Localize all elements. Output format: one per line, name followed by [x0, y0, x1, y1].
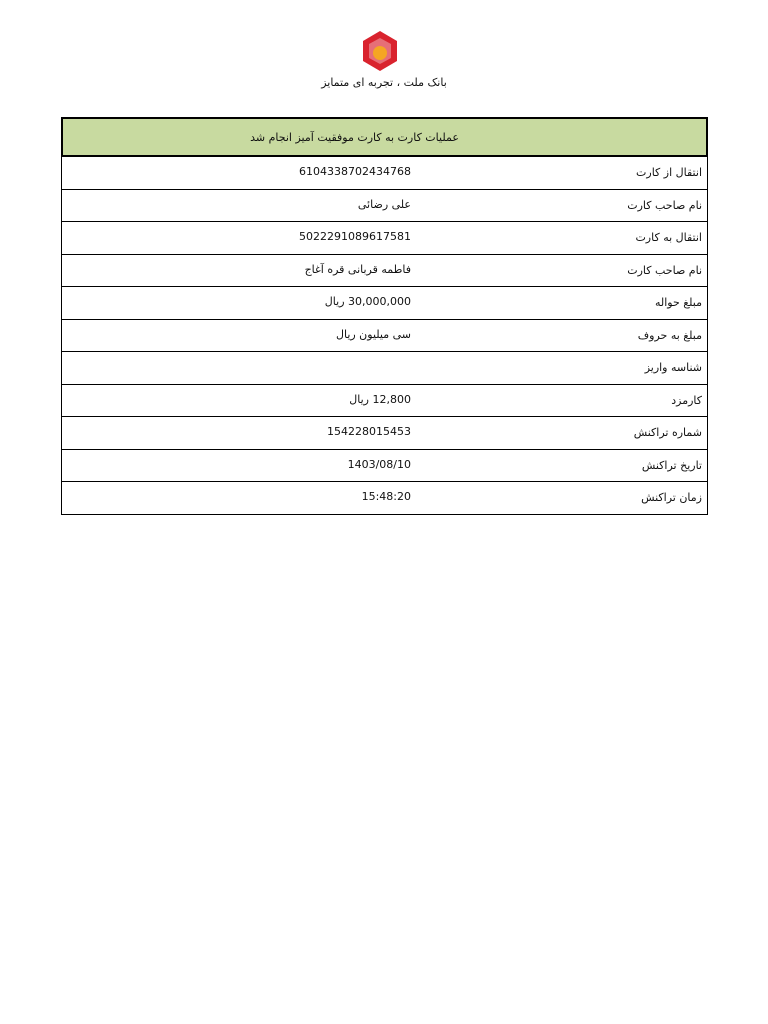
row-label: شماره تراکنش — [633, 426, 702, 439]
row-value: فاطمه قربانی قره آغاج — [304, 262, 411, 276]
row-label: نام صاحب کارت — [627, 263, 702, 277]
row-value: 5022291089617581 — [299, 230, 411, 243]
receipt-table: عملیات کارت به کارت موفقیت آمیز انجام شد… — [61, 117, 708, 515]
table-row: مبلغ به حروف سی میلیون ریال — [62, 318, 707, 352]
row-value: سی میلیون ریال — [335, 327, 411, 341]
table-row: انتقال به کارت 5022291089617581 — [62, 221, 707, 254]
row-label: زمان تراکنش — [641, 491, 702, 504]
table-row: نام صاحب کارت علی رضائی — [62, 188, 707, 222]
row-value: 12,800 ریال — [349, 392, 411, 406]
bank-mellat-logo-icon — [363, 31, 397, 71]
row-label: مبلغ به حروف — [637, 328, 702, 342]
table-row: تاریخ تراکنش 1403/08/10 — [62, 448, 707, 482]
table-row: انتقال از کارت 6104338702434768 — [62, 156, 707, 189]
row-label: نام صاحب کارت — [627, 198, 702, 212]
row-value: 6104338702434768 — [299, 165, 411, 178]
table-row: کارمزد 12,800 ریال — [62, 383, 707, 417]
table-row: مبلغ حواله 30,000,000 ریال — [62, 286, 707, 319]
row-label: مبلغ حواله — [655, 296, 702, 309]
row-value: 15:48:20 — [361, 490, 411, 503]
row-label: انتقال به کارت — [635, 231, 702, 244]
row-value: علی رضائی — [357, 197, 411, 211]
row-label: کارمزد — [671, 393, 702, 407]
row-value: 1403/08/10 — [347, 457, 411, 471]
row-value: 154228015453 — [327, 425, 411, 438]
row-label: انتقال از کارت — [636, 166, 702, 179]
table-row: شناسه واریز — [62, 351, 707, 384]
row-label: تاریخ تراکنش — [641, 458, 702, 472]
table-row: زمان تراکنش 15:48:20 — [62, 481, 707, 514]
table-row: شماره تراکنش 154228015453 — [62, 416, 707, 449]
bank-slogan: بانک ملت ، تجربه ای متمایز — [321, 76, 447, 89]
row-label: شناسه واریز — [644, 361, 702, 374]
row-value: 30,000,000 ریال — [324, 295, 411, 308]
receipt-title: عملیات کارت به کارت موفقیت آمیز انجام شد — [61, 117, 708, 157]
table-row: نام صاحب کارت فاطمه قربانی قره آغاج — [62, 253, 707, 287]
